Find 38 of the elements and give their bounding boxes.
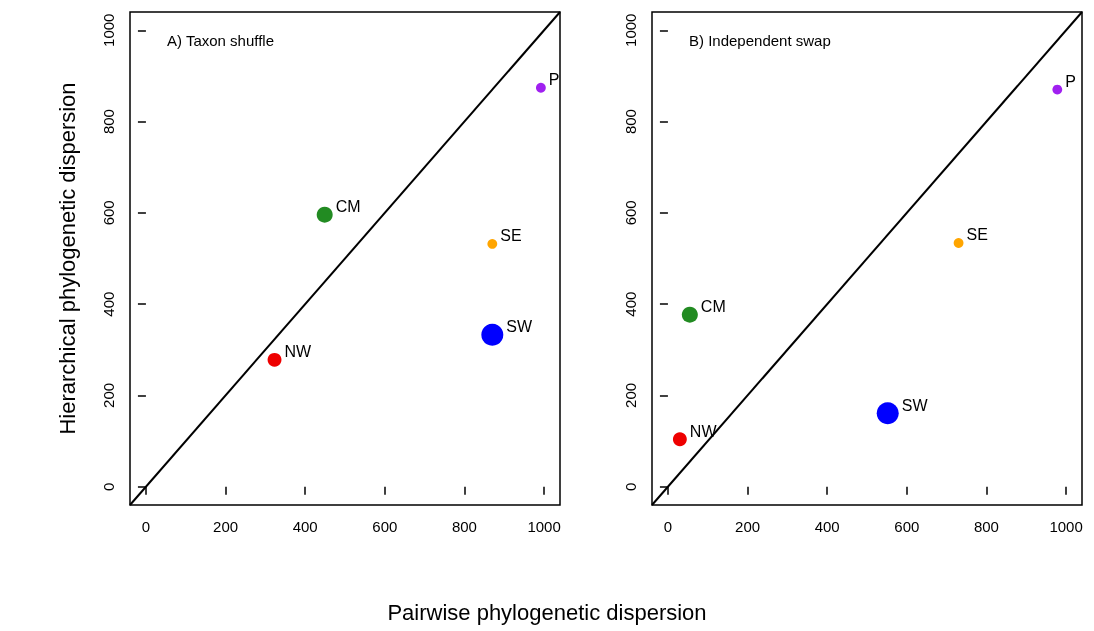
text: A) Taxon shuffle bbox=[167, 32, 275, 49]
x-axis-title: Pairwise phylogenetic dispersion bbox=[386, 600, 708, 626]
y-tick-label: 0 bbox=[622, 482, 639, 491]
y-tick-label: 200 bbox=[100, 382, 117, 408]
y-tick-label: 800 bbox=[622, 109, 639, 135]
text: B) Independent swap bbox=[689, 32, 831, 49]
y-axis-title: Hierarchical phylogenetic dispersion bbox=[54, 82, 80, 435]
x-tick-label: 1000 bbox=[527, 518, 561, 535]
y-tick-label: 600 bbox=[100, 200, 117, 226]
y-tick-label: 400 bbox=[100, 291, 117, 317]
series-label: CM bbox=[700, 298, 726, 316]
x-tick-label: 200 bbox=[735, 518, 761, 535]
series-label: SW bbox=[506, 318, 533, 336]
series-label: P bbox=[548, 71, 560, 89]
series-label: SE bbox=[966, 226, 988, 244]
x-tick-label: 0 bbox=[141, 518, 151, 535]
y-tick-label: 800 bbox=[100, 109, 117, 135]
y-tick-label: 200 bbox=[622, 382, 639, 408]
x-tick-label: 800 bbox=[451, 518, 477, 535]
y-tick-label: 400 bbox=[622, 291, 639, 317]
series-label: P bbox=[1065, 73, 1076, 91]
x-tick-label: 600 bbox=[894, 518, 920, 535]
y-tick-label: 1000 bbox=[622, 13, 639, 47]
x-tick-label: 200 bbox=[213, 518, 239, 535]
y-tick-label: 1000 bbox=[100, 13, 117, 47]
x-tick-label: 1000 bbox=[1049, 518, 1083, 535]
x-tick-label: 400 bbox=[292, 518, 318, 535]
y-tick-label: 0 bbox=[100, 482, 117, 491]
series-label: SE bbox=[500, 227, 522, 245]
series-label: NW bbox=[284, 343, 313, 361]
y-tick-label: 600 bbox=[622, 200, 639, 226]
x-tick-label: 800 bbox=[973, 518, 999, 535]
x-tick-label: 400 bbox=[814, 518, 840, 535]
series-label: SW bbox=[901, 396, 929, 414]
x-tick-label: 600 bbox=[372, 518, 398, 535]
x-tick-label: 0 bbox=[663, 518, 673, 535]
series-label: CM bbox=[335, 198, 361, 216]
series-label: NW bbox=[689, 422, 718, 440]
